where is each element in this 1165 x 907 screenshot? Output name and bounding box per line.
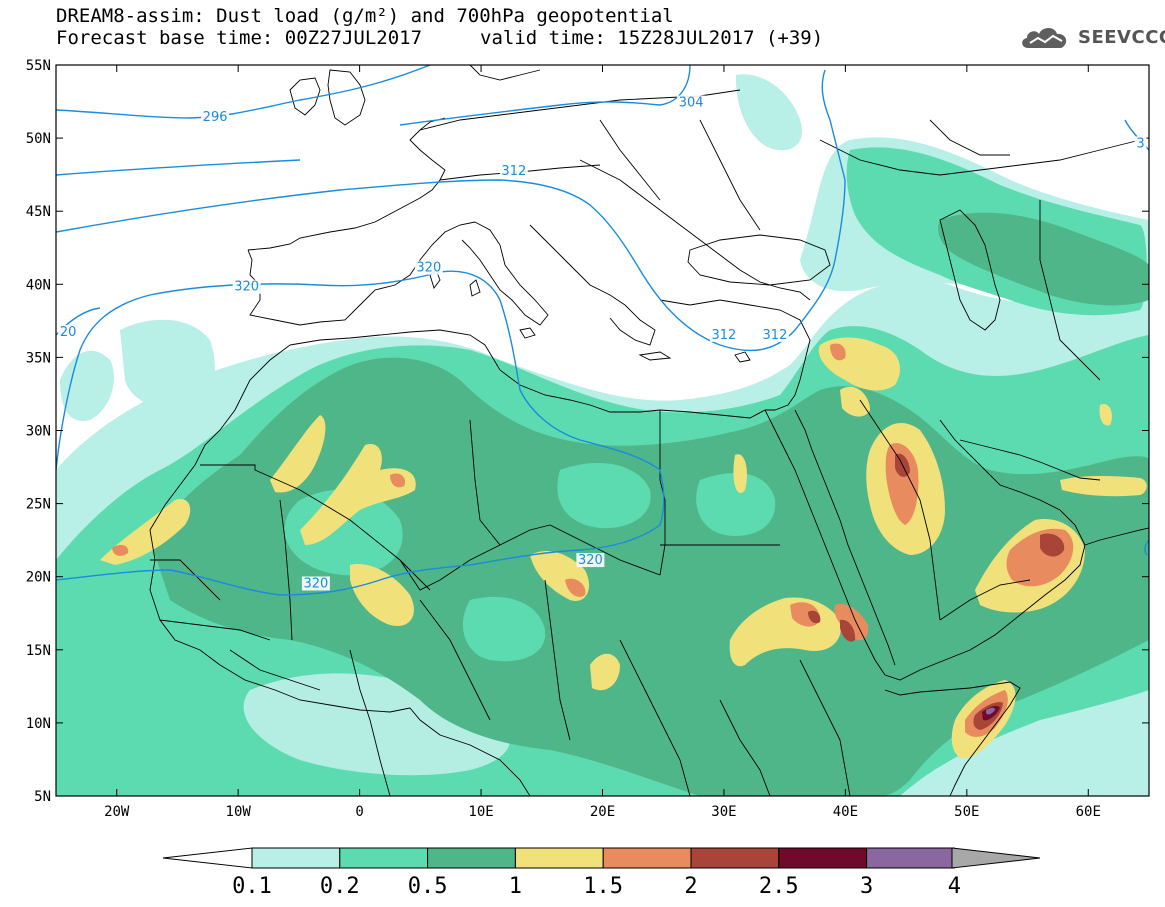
contour-label-bg — [576, 553, 605, 568]
axis-ticks — [56, 64, 1149, 797]
contour-label: 312 — [763, 328, 788, 343]
lat-label: 30N — [26, 424, 51, 440]
colorbar-swatch — [690, 847, 780, 869]
colorbar-label: 1 — [509, 874, 522, 899]
lat-label: 10N — [26, 716, 51, 732]
coastlines-and-borders — [149, 65, 1149, 796]
contour-label: 296 — [203, 110, 228, 125]
colorbar-label: 1.5 — [583, 874, 623, 899]
seevccc-logo: SEEVCCC — [1018, 20, 1165, 54]
contour-label: 320 — [234, 280, 259, 295]
contour-label: 304 — [679, 95, 704, 110]
colorbar-swatch — [866, 847, 955, 869]
contour-label-bg — [760, 327, 789, 342]
colorbar-label: 0.1 — [232, 874, 272, 899]
lon-label: 10E — [468, 804, 493, 820]
contour-labels: 296 304 312 320 320 312 312 320 320 20 3 — [58, 95, 1147, 591]
contour-label: 320 — [416, 261, 441, 276]
latitude-labels: 55N 50N 45N 40N 35N 30N 25N 20N 15N 10N 5N — [26, 58, 51, 805]
cloud-icon — [1022, 28, 1067, 48]
colorbar-upper-arrow — [951, 847, 1041, 869]
lon-label: 50E — [954, 804, 979, 820]
colorbar-swatch — [602, 847, 692, 869]
contour-label: 320 — [303, 576, 328, 591]
colorbar-lower-arrow — [162, 847, 253, 869]
lon-label: 0 — [355, 804, 363, 820]
colorbar-label: 0.5 — [408, 874, 448, 899]
lat-label: 15N — [26, 643, 51, 659]
lon-label: 20E — [590, 804, 615, 820]
contour-label-bg — [414, 260, 443, 275]
contour-label: 3 — [1136, 136, 1144, 151]
longitude-labels: 20W 10W 0 10E 20E 30E 40E 50E 60E — [104, 804, 1101, 820]
contour-label: 312 — [501, 164, 526, 179]
lat-label: 45N — [26, 204, 51, 220]
colorbar-label: 2.5 — [759, 874, 799, 899]
lat-label: 20N — [26, 570, 51, 586]
contour-label-bg — [232, 279, 261, 294]
lon-label: 40E — [833, 804, 858, 820]
contour-label-bg — [301, 576, 330, 591]
contour-label: 320 — [578, 553, 603, 568]
contour-label: 312 — [712, 328, 737, 343]
colorbar-label: 3 — [860, 874, 873, 899]
lon-label: 60E — [1076, 804, 1101, 820]
contour-label-bg — [499, 164, 528, 179]
geopotential-contours — [56, 65, 1149, 596]
lon-label: 10W — [226, 804, 252, 820]
lat-label: 35N — [26, 350, 51, 366]
lon-label: 30E — [711, 804, 736, 820]
lon-label: 20W — [104, 804, 130, 820]
contour-label: 20 — [60, 325, 77, 340]
lat-label: 55N — [26, 58, 51, 74]
lat-label: 25N — [26, 497, 51, 513]
colorbar-label: 0.2 — [320, 874, 360, 899]
colorbar-label: 2 — [684, 874, 697, 899]
contour-label-bg — [201, 110, 230, 125]
colorbar-swatch — [778, 847, 868, 869]
colorbar-swatch — [427, 847, 516, 869]
forecast-base-time: Forecast base time: 00Z27JUL2017 — [56, 27, 423, 49]
lat-label: 40N — [26, 277, 51, 293]
colorbar: 0.1 0.2 0.5 1 1.5 2 2.5 3 4 — [162, 847, 1041, 899]
lat-label: 50N — [26, 131, 51, 147]
colorbar-swatch — [251, 847, 341, 869]
colorbar-label: 4 — [948, 874, 961, 899]
colorbar-swatch — [514, 847, 604, 869]
logo-text: SEEVCCC — [1078, 26, 1165, 48]
map-title: DREAM8-assim: Dust load (g/m²) and 700hP… — [56, 5, 674, 27]
contour-label-bg — [1134, 136, 1147, 151]
contour-label-bg — [677, 95, 706, 110]
forecast-time-line: Forecast base time: 00Z27JUL2017 valid ti… — [56, 27, 823, 49]
colorbar-swatch — [339, 847, 429, 869]
valid-time: valid time: 15Z28JUL2017 (+39) — [480, 27, 824, 49]
contour-label-bg — [58, 325, 79, 340]
dust-load-field — [56, 65, 1149, 796]
lat-label: 5N — [34, 789, 51, 805]
contour-label-bg — [709, 327, 738, 342]
